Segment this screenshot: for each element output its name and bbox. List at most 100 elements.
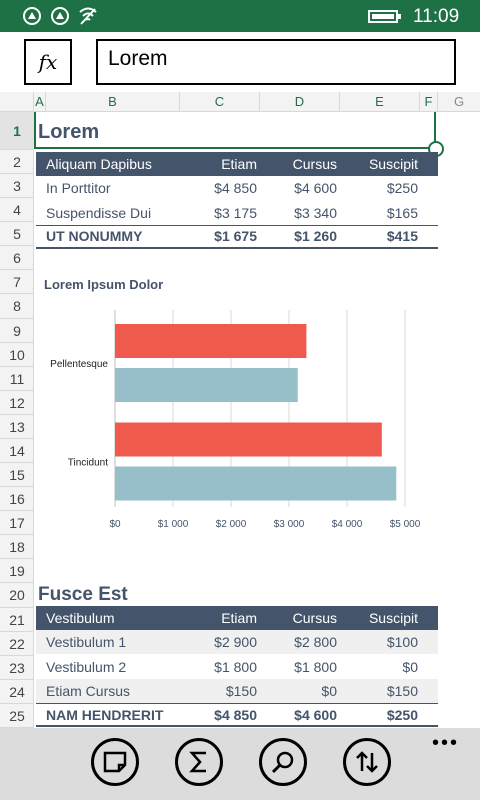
sort-button[interactable] — [343, 738, 391, 786]
value-cell[interactable]: $0 — [321, 682, 337, 699]
bar-tincidunt-series-1 — [115, 422, 382, 457]
row-header-9[interactable]: 9 — [0, 319, 34, 343]
autosum-button[interactable] — [175, 738, 223, 786]
row-header-16[interactable]: 16 — [0, 487, 34, 512]
row-header-21[interactable]: 21 — [0, 608, 34, 632]
row-header-15[interactable]: 15 — [0, 463, 34, 488]
row-header-12[interactable]: 12 — [0, 391, 34, 415]
row-label-cell[interactable]: Vestibulum 1 — [46, 634, 127, 651]
value-cell[interactable]: $1 800 — [214, 658, 257, 675]
row-header-5[interactable]: 5 — [0, 222, 34, 247]
row-header-2[interactable]: 2 — [0, 150, 34, 175]
column-header-c[interactable]: C — [180, 92, 260, 112]
more-options-button[interactable]: ••• — [432, 732, 460, 754]
bar-tincidunt-series-2 — [115, 466, 397, 501]
row-label-cell[interactable]: NAM HENDRERIT — [46, 706, 164, 723]
value-cell[interactable]: $250 — [386, 180, 418, 197]
table1-title[interactable]: Lorem — [38, 121, 100, 143]
row-label-cell[interactable]: Aliquam Dapibus — [46, 156, 152, 172]
value-cell[interactable]: $4 850 — [214, 706, 257, 723]
bar-chart[interactable]: $0 $1 000 $2 000 $3 000 $4 000 $5 000 Pellente… — [34, 302, 454, 542]
column-header-a[interactable]: A — [34, 92, 46, 112]
row-header-19[interactable]: 19 — [0, 559, 34, 584]
column-header-bar: A B C D E F G — [0, 92, 480, 112]
sheets-button[interactable] — [91, 738, 139, 786]
notification-icon — [23, 7, 41, 25]
column-header-g[interactable]: G — [453, 94, 465, 109]
table2-title[interactable]: Fusce Est — [38, 584, 128, 605]
row-label-cell[interactable]: In Porttitor — [46, 180, 111, 197]
row-header-3[interactable]: 3 — [0, 174, 34, 199]
value-cell[interactable]: $4 850 — [214, 180, 257, 197]
value-cell[interactable]: $150 — [225, 682, 257, 699]
row-header-23[interactable]: 23 — [0, 656, 34, 680]
category-label: Tincidunt — [68, 458, 108, 469]
value-cell[interactable]: $4 600 — [294, 180, 337, 197]
table-row: Vestibulum 1 $2 900 $2 800 $100 — [36, 630, 438, 655]
row-header-8[interactable]: 8 — [0, 294, 34, 319]
value-cell[interactable]: $165 — [386, 204, 418, 221]
row-label-cell[interactable]: Suspendisse Dui — [46, 204, 152, 221]
x-tick-label: $1 000 — [158, 519, 189, 530]
search-icon — [271, 751, 294, 774]
find-button[interactable] — [259, 738, 307, 786]
value-cell[interactable]: Suscipit — [368, 610, 418, 626]
value-cell[interactable]: $150 — [386, 682, 418, 699]
row-header-13[interactable]: 13 — [0, 415, 34, 439]
formula-input[interactable]: Lorem — [96, 39, 456, 85]
row-label-cell[interactable]: Vestibulum 2 — [46, 658, 127, 675]
column-header-b[interactable]: B — [46, 92, 180, 112]
value-cell[interactable]: Cursus — [292, 156, 337, 172]
value-cell[interactable]: $3 175 — [214, 204, 257, 221]
row-label-cell[interactable]: UT NONUMMY — [46, 228, 143, 245]
value-cell[interactable]: $4 600 — [294, 706, 337, 723]
column-header-d[interactable]: D — [260, 92, 340, 112]
value-cell[interactable]: $250 — [386, 706, 418, 723]
bar-pellentesque-series-2 — [115, 368, 298, 402]
row-header-1[interactable]: 1 — [0, 112, 34, 150]
bar-pellentesque-series-1 — [115, 324, 307, 358]
value-cell[interactable]: $3 340 — [294, 204, 337, 221]
value-cell[interactable]: $0 — [402, 658, 418, 675]
row-header-17[interactable]: 17 — [0, 511, 34, 536]
row-header-20[interactable]: 20 — [0, 583, 34, 608]
value-cell[interactable]: Etiam — [221, 156, 257, 172]
value-cell[interactable]: $2 800 — [294, 634, 337, 651]
column-header-f[interactable]: F — [420, 92, 438, 112]
status-bar: 11:09 — [0, 0, 480, 32]
table-header-row: Vestibulum Etiam Cursus Suscipit — [36, 606, 438, 630]
row-header-25[interactable]: 25 — [0, 704, 34, 728]
value-cell[interactable]: $415 — [386, 228, 418, 245]
x-tick-label: $4 000 — [332, 519, 363, 530]
value-cell[interactable]: $1 800 — [294, 658, 337, 675]
value-cell[interactable]: $1 675 — [214, 228, 257, 245]
row-header-18[interactable]: 18 — [0, 535, 34, 560]
row-header-22[interactable]: 22 — [0, 632, 34, 656]
insert-function-button[interactable]: fx — [24, 39, 72, 85]
row-header-10[interactable]: 10 — [0, 343, 34, 367]
worksheet[interactable]: Lorem Aliquam Dapibus Etiam Cursus Suscipit… — [34, 112, 480, 728]
formula-bar: fx Lorem — [0, 32, 480, 92]
value-cell[interactable]: $100 — [386, 634, 418, 651]
row-header-7[interactable]: 7 — [0, 270, 34, 295]
row-header-6[interactable]: 6 — [0, 246, 34, 271]
select-all-corner[interactable] — [0, 92, 34, 112]
row-header-24[interactable]: 24 — [0, 680, 34, 704]
row-label-cell[interactable]: Etiam Cursus — [46, 682, 131, 699]
x-tick-label: $3 000 — [274, 519, 305, 530]
row-header-14[interactable]: 14 — [0, 439, 34, 464]
sigma-icon — [189, 751, 206, 773]
sheets-icon — [103, 751, 127, 773]
value-cell[interactable]: Etiam — [221, 610, 257, 626]
value-cell[interactable]: $2 900 — [214, 634, 257, 651]
x-tick-label: $5 000 — [390, 519, 421, 530]
sort-arrows-icon — [356, 751, 378, 773]
row-label-cell[interactable]: Vestibulum — [46, 610, 115, 626]
row-header-4[interactable]: 4 — [0, 198, 34, 223]
value-cell[interactable]: Cursus — [292, 610, 337, 626]
value-cell[interactable]: Suscipit — [368, 156, 418, 172]
row-header-11[interactable]: 11 — [0, 367, 34, 391]
value-cell[interactable]: $1 260 — [294, 228, 337, 245]
table-row: Suspendisse Dui $3 175 $3 340 $165 — [36, 201, 438, 225]
column-header-e[interactable]: E — [340, 92, 420, 112]
